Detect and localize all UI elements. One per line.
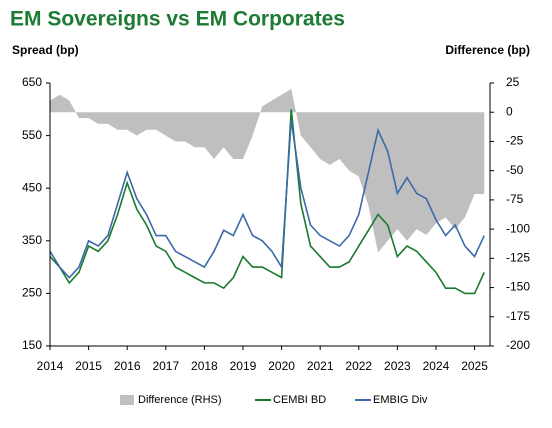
x-tick-label: 2018 xyxy=(191,359,218,373)
y2-axis-label: Difference (bp) xyxy=(445,43,530,57)
x-tick-label: 2020 xyxy=(268,359,295,373)
x-tick-label: 2017 xyxy=(152,359,179,373)
series-line xyxy=(49,119,485,279)
series-line xyxy=(49,109,485,295)
x-tick-label: 2016 xyxy=(114,359,141,373)
y2-tick-label: 0 xyxy=(506,104,513,118)
legend-swatch xyxy=(120,395,134,405)
y2-tick-label: -125 xyxy=(506,251,530,265)
y2-tick-label: -25 xyxy=(506,134,524,148)
x-tick-label: 2022 xyxy=(345,359,372,373)
legend-label: Difference (RHS) xyxy=(138,394,222,406)
y-tick-label: 650 xyxy=(22,75,42,89)
y-tick-label: 450 xyxy=(22,180,42,194)
difference-area xyxy=(50,88,485,253)
y-tick-label: 550 xyxy=(22,128,42,142)
y-tick-label: 350 xyxy=(22,233,42,247)
x-tick-label: 2024 xyxy=(423,359,450,373)
y-tick-label: 250 xyxy=(22,286,42,300)
legend-label: EMBIG Div xyxy=(373,394,428,406)
chart-title: EM Sovereigns vs EM Corporates xyxy=(10,8,345,31)
y2-tick-label: -150 xyxy=(506,280,530,294)
y2-tick-label: 25 xyxy=(506,75,520,89)
y2-tick-label: -175 xyxy=(506,309,530,323)
x-tick-label: 2019 xyxy=(230,359,257,373)
x-tick-label: 2014 xyxy=(37,359,64,373)
y2-tick-label: -75 xyxy=(506,192,524,206)
x-tick-label: 2015 xyxy=(75,359,102,373)
y-tick-label: 150 xyxy=(22,338,42,352)
y2-tick-label: -50 xyxy=(506,163,524,177)
legend-label: CEMBI BD xyxy=(273,394,326,406)
x-tick-label: 2021 xyxy=(307,359,334,373)
x-tick-label: 2025 xyxy=(461,359,488,373)
y-axis-label: Spread (bp) xyxy=(12,43,79,57)
y2-tick-label: -200 xyxy=(506,338,530,352)
x-tick-label: 2023 xyxy=(384,359,411,373)
y2-tick-label: -100 xyxy=(506,221,530,235)
